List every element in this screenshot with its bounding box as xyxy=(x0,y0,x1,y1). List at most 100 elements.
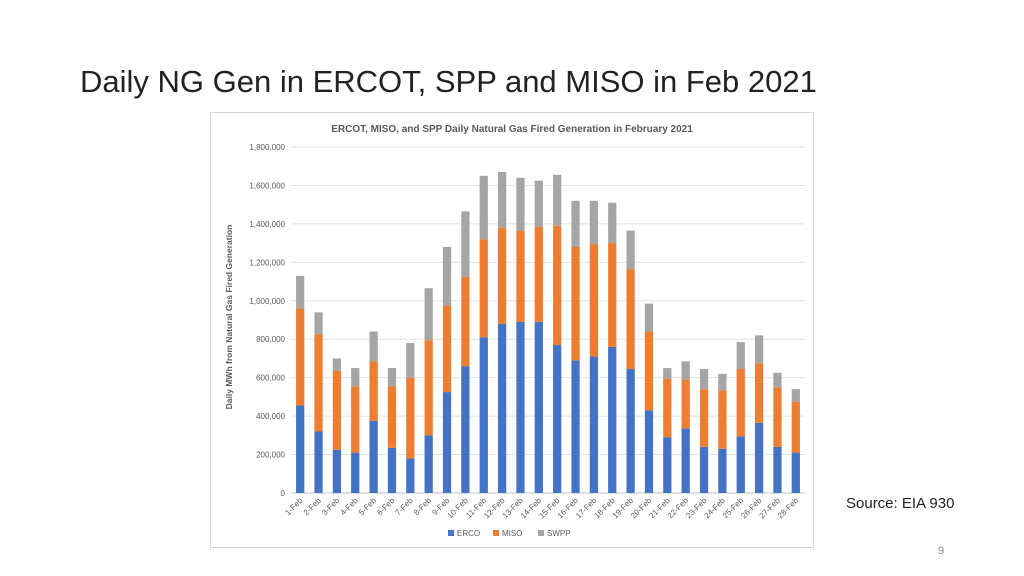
bar-erco xyxy=(663,437,672,493)
x-tick-label: 28-Feb xyxy=(776,496,801,521)
bar-swpp xyxy=(406,343,415,378)
x-tick-label: 3-Feb xyxy=(320,496,342,518)
x-tick-label: 4-Feb xyxy=(339,496,361,518)
bar-miso xyxy=(406,377,415,459)
bar-swpp xyxy=(699,369,709,390)
bar-erco xyxy=(369,420,378,493)
x-tick-label: 8-Feb xyxy=(412,496,434,518)
bar-erco xyxy=(442,392,452,493)
x-tick-label: 1-Feb xyxy=(283,496,305,518)
y-tick-label: 1,000,000 xyxy=(249,297,285,306)
bar-swpp xyxy=(754,335,764,364)
bar-swpp xyxy=(571,200,580,247)
bar-erco xyxy=(571,360,580,493)
bar-miso xyxy=(553,225,562,345)
bar-miso xyxy=(516,230,525,322)
bar-erco xyxy=(406,458,415,493)
bar-erco xyxy=(644,410,654,493)
bar-swpp xyxy=(773,372,782,388)
bar-swpp xyxy=(534,180,543,227)
bar-miso xyxy=(699,389,709,447)
bar-erco xyxy=(736,436,745,493)
y-tick-label: 800,000 xyxy=(256,335,285,344)
x-tick-label: 7-Feb xyxy=(394,496,416,518)
bar-swpp xyxy=(296,275,305,309)
bar-miso xyxy=(571,246,580,361)
bar-swpp xyxy=(442,246,452,306)
bar-erco xyxy=(479,337,488,493)
bar-swpp xyxy=(791,389,800,402)
bar-erco xyxy=(296,405,305,493)
bar-swpp xyxy=(424,288,433,341)
bar-erco xyxy=(718,448,727,493)
bar-miso xyxy=(424,340,433,436)
bar-erco xyxy=(516,321,525,493)
bar-swpp xyxy=(314,312,323,335)
bar-swpp xyxy=(461,211,470,277)
bar-erco xyxy=(699,446,709,493)
bar-miso xyxy=(387,386,397,448)
bar-swpp xyxy=(736,342,745,370)
y-tick-label: 400,000 xyxy=(256,412,285,421)
bar-swpp xyxy=(644,303,654,332)
bar-miso xyxy=(608,243,617,347)
bar-swpp xyxy=(332,358,342,371)
bar-swpp xyxy=(387,368,397,387)
bar-miso xyxy=(332,370,342,450)
bar-miso xyxy=(644,331,654,411)
y-tick-label: 200,000 xyxy=(256,451,285,460)
x-tick-label: 6-Feb xyxy=(375,496,397,518)
chart-title: ERCOT, MISO, and SPP Daily Natural Gas F… xyxy=(331,124,693,135)
bar-miso xyxy=(681,379,690,429)
bar-miso xyxy=(497,227,507,324)
bar-miso xyxy=(296,308,305,406)
bar-erco xyxy=(351,452,360,493)
bar-miso xyxy=(626,269,635,370)
bar-miso xyxy=(369,361,378,421)
bar-swpp xyxy=(351,368,360,387)
bar-swpp xyxy=(663,368,672,379)
x-axis-ticks: 1-Feb2-Feb3-Feb4-Feb5-Feb6-Feb7-Feb8-Feb… xyxy=(283,496,800,521)
y-tick-label: 1,800,000 xyxy=(249,143,285,152)
y-axis-label: Daily MWh from Natural Gas Fired Generat… xyxy=(224,225,234,410)
bar-erco xyxy=(589,356,599,493)
y-tick-label: 1,600,000 xyxy=(249,181,285,190)
chart-container: ERCOT, MISO, and SPP Daily Natural Gas F… xyxy=(210,112,814,548)
legend-swatch-miso xyxy=(493,530,499,536)
bar-swpp xyxy=(626,230,635,270)
bar-erco xyxy=(461,366,470,493)
bar-miso xyxy=(736,369,745,437)
x-tick-label: 5-Feb xyxy=(357,496,379,518)
bar-swpp xyxy=(553,174,562,226)
y-tick-label: 1,400,000 xyxy=(249,220,285,229)
x-tick-label: 2-Feb xyxy=(302,496,324,518)
legend-label-swpp: SWPP xyxy=(547,529,571,538)
legend-label-erco: ERCO xyxy=(457,529,480,538)
source-note: Source: EIA 930 xyxy=(846,495,955,512)
y-tick-label: 1,200,000 xyxy=(249,258,285,267)
bar-erco xyxy=(773,446,782,493)
bar-miso xyxy=(461,276,470,367)
bar-miso xyxy=(754,363,764,423)
bar-miso xyxy=(663,378,672,438)
bar-miso xyxy=(479,239,488,338)
y-axis-ticks: 0 200,000 400,000 600,000 800,000 1,000,000 1,… xyxy=(249,143,285,498)
bar-erco xyxy=(626,369,635,493)
bar-miso xyxy=(314,334,323,432)
bar-miso xyxy=(589,244,599,357)
bar-erco xyxy=(553,344,562,493)
bars xyxy=(296,171,800,493)
bar-miso xyxy=(791,401,800,453)
legend-swatch-swpp xyxy=(538,530,544,536)
bar-swpp xyxy=(718,373,727,391)
gridlines xyxy=(291,146,805,494)
legend-label-miso: MISO xyxy=(502,529,522,538)
chart-svg: ERCOT, MISO, and SPP Daily Natural Gas F… xyxy=(224,124,805,538)
legend-swatch-erco xyxy=(448,530,454,536)
legend: ERCO MISO SWPP xyxy=(448,529,571,538)
bar-swpp xyxy=(608,202,617,244)
bar-swpp xyxy=(497,171,507,228)
bar-erco xyxy=(424,435,433,493)
bar-erco xyxy=(314,431,323,493)
bar-swpp xyxy=(681,361,690,380)
